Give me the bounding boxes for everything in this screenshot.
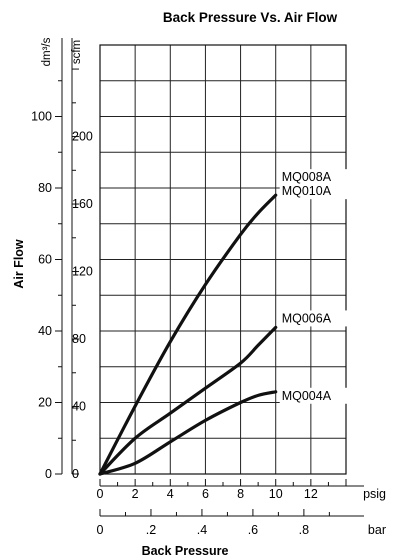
y-tick-label-secondary: 120	[72, 265, 93, 279]
y-tick-label-primary: 20	[38, 396, 52, 410]
x-tick-label-primary: 2	[132, 487, 139, 501]
y-tick-label-secondary: 40	[72, 400, 86, 414]
series-label: MQ008A	[282, 170, 332, 184]
y-tick-label-secondary: 0	[72, 467, 79, 481]
y-tick-label-primary: 40	[38, 324, 52, 338]
x-tick-label-primary: 8	[237, 487, 244, 501]
y-tick-label-primary: 80	[38, 181, 52, 195]
x-tick-label-secondary: .6	[248, 523, 258, 537]
y-tick-label-primary: 100	[31, 110, 52, 124]
x-unit-primary: psig	[363, 487, 386, 501]
series-layer	[100, 195, 276, 474]
y-tick-label-primary: 60	[38, 253, 52, 267]
y-tick-label-secondary: 160	[72, 197, 93, 211]
x-tick-label-secondary: .4	[197, 523, 207, 537]
series-line	[100, 392, 276, 474]
x-tick-label-secondary: .8	[299, 523, 309, 537]
x-tick-label-secondary: .2	[146, 523, 156, 537]
y-unit-primary: dm³/s	[41, 37, 53, 66]
series-label: MQ004A	[282, 389, 332, 403]
x-unit-secondary: bar	[368, 523, 386, 537]
x-tick-label-primary: 4	[167, 487, 174, 501]
x-tick-label-primary: 10	[269, 487, 283, 501]
y-tick-label-secondary: 80	[72, 332, 86, 346]
series-label: MQ006A	[282, 311, 332, 325]
y-unit-secondary: scfm	[71, 40, 83, 64]
chart-title: Back Pressure Vs. Air Flow	[163, 10, 338, 25]
x-tick-label-primary: 12	[304, 487, 318, 501]
series-label: MQ010A	[282, 184, 332, 198]
series-line	[100, 327, 276, 474]
x-axis: 0 2 4 6 8 10 12 0 .2 .4 .6 .8	[97, 479, 364, 537]
x-axis-title: Back Pressure	[142, 544, 229, 558]
y-tick-label-primary: 0	[45, 467, 52, 481]
x-tick-label-primary: 6	[202, 487, 209, 501]
y-axis-title: Air Flow	[12, 239, 26, 289]
x-tick-label-primary: 0	[97, 487, 104, 501]
x-tick-label-secondary: 0	[97, 523, 104, 537]
y-axis: 0 20 40 60 80 100 0 40 80 120 160 200	[31, 38, 93, 481]
y-tick-label-secondary: 200	[72, 130, 93, 144]
